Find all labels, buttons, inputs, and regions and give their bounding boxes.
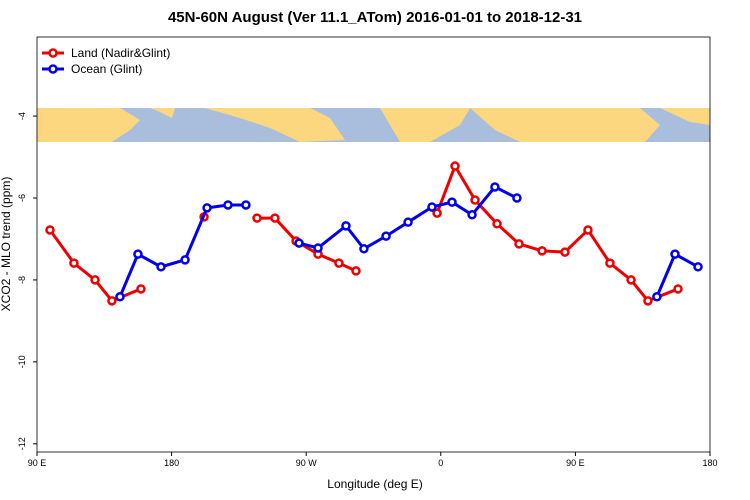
data-point xyxy=(156,262,166,272)
data-point xyxy=(670,249,680,259)
x-tick-label: 180 xyxy=(702,458,717,468)
x-axis-title: Longitude (deg E) xyxy=(327,477,422,491)
series-line xyxy=(435,162,679,303)
data-point xyxy=(450,161,460,171)
data-point xyxy=(467,210,477,220)
data-point xyxy=(427,202,437,212)
data-point xyxy=(512,193,522,203)
data-point xyxy=(381,231,391,241)
data-point xyxy=(133,249,143,259)
data-point xyxy=(223,200,233,210)
data-point xyxy=(470,195,480,205)
legend-label: Ocean (Glint) xyxy=(71,62,142,76)
data-point xyxy=(115,291,125,302)
data-point xyxy=(107,296,117,306)
data-point xyxy=(693,262,703,272)
map-land xyxy=(470,108,660,142)
y-tick-label: -10 xyxy=(17,355,27,368)
plot-frame xyxy=(36,36,711,453)
data-point xyxy=(351,266,361,276)
data-point xyxy=(583,225,593,235)
y-tick-label: -4 xyxy=(17,112,27,120)
y-tick-label: -8 xyxy=(17,276,27,284)
y-axis-title: XCO2 - MLO trend (ppm) xyxy=(0,177,13,312)
data-point xyxy=(432,208,442,218)
map-land xyxy=(380,108,470,142)
data-point xyxy=(334,258,344,268)
data-point xyxy=(626,275,636,285)
map-land xyxy=(660,108,710,125)
data-point xyxy=(673,284,683,294)
legend-label: Land (Nadir&Glint) xyxy=(71,46,170,60)
legend-marker xyxy=(48,48,58,58)
data-point xyxy=(605,258,615,268)
data-point xyxy=(252,213,262,223)
legend: Land (Nadir&Glint) Ocean (Glint) xyxy=(42,46,170,76)
map-land xyxy=(37,108,140,142)
data-point xyxy=(359,244,369,254)
data-point xyxy=(490,182,500,192)
data-point xyxy=(514,239,524,249)
data-point xyxy=(294,238,304,248)
data-point xyxy=(90,275,100,285)
series-line xyxy=(48,229,142,303)
data-point xyxy=(136,284,146,294)
map-land xyxy=(150,108,175,118)
y-tick-label: -6 xyxy=(17,194,27,202)
data-point xyxy=(537,246,547,256)
x-tick-label: 180 xyxy=(164,458,179,468)
data-point xyxy=(341,221,351,231)
data-point xyxy=(652,291,662,302)
data-point xyxy=(69,258,79,268)
y-tick-label: -12 xyxy=(17,437,27,450)
chart-title: 45N-60N August (Ver 11.1_ATom) 2016-01-0… xyxy=(168,9,582,26)
x-tick-label: 90 E xyxy=(566,458,585,468)
map-land xyxy=(205,108,345,142)
x-tick-label: 90 W xyxy=(296,458,318,468)
data-point xyxy=(560,247,570,257)
legend-marker xyxy=(48,64,58,74)
map-band xyxy=(37,108,710,142)
data-point xyxy=(643,296,653,306)
x-tick-label: 90 E xyxy=(28,458,47,468)
x-tick-label: 0 xyxy=(438,458,443,468)
data-point xyxy=(241,200,251,210)
data-point xyxy=(270,213,280,223)
data-point xyxy=(180,255,190,265)
data-point xyxy=(447,197,457,207)
data-point xyxy=(492,219,502,229)
data-point xyxy=(313,243,323,253)
data-point xyxy=(202,203,212,213)
data-point xyxy=(403,217,413,227)
data-point xyxy=(45,225,55,235)
